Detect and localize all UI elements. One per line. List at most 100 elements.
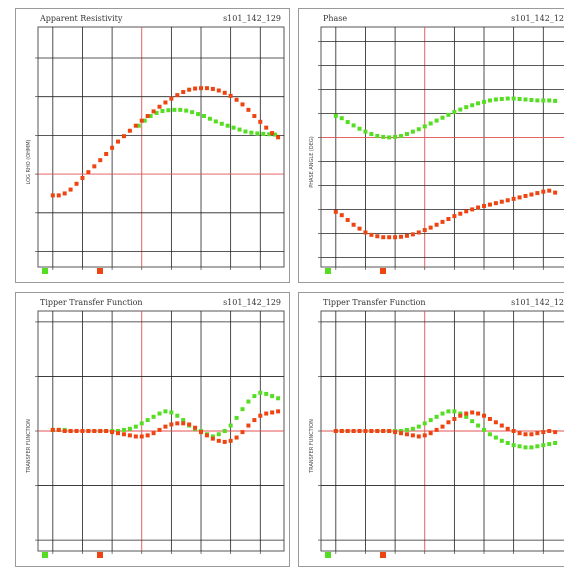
data-point-orange	[86, 170, 91, 175]
data-point-orange	[163, 100, 168, 105]
data-point-green	[231, 125, 236, 130]
data-point-green	[234, 415, 239, 420]
data-point-green	[246, 399, 251, 404]
data-point-orange	[482, 204, 487, 209]
data-point-green	[476, 101, 481, 106]
data-point-green	[541, 443, 546, 448]
legend	[321, 266, 441, 276]
data-point-green	[210, 434, 215, 439]
data-point-orange	[199, 86, 204, 91]
plot-area	[35, 26, 285, 270]
data-point-orange	[446, 217, 451, 221]
data-point-green	[136, 123, 141, 128]
data-point-orange	[399, 234, 404, 239]
data-point-green	[255, 131, 260, 136]
data-point-orange	[523, 193, 528, 198]
data-point-orange	[339, 429, 344, 433]
data-point-orange	[363, 230, 368, 235]
data-point-green	[216, 432, 221, 437]
data-point-green	[264, 391, 269, 396]
phase-panel: Phase s101_142_12 PHASE ANGLE (DEG)	[298, 8, 564, 283]
data-point-orange	[121, 134, 126, 139]
data-point-green	[142, 118, 147, 123]
data-point-orange	[210, 436, 215, 441]
data-point-orange	[92, 429, 97, 433]
data-point-orange	[547, 188, 552, 193]
data-point-green	[237, 127, 242, 132]
data-point-orange	[187, 87, 192, 92]
data-point-orange	[422, 228, 427, 233]
data-point-orange	[193, 86, 198, 91]
data-point-orange	[452, 417, 457, 421]
legend-swatch-imag	[380, 552, 386, 558]
data-point-orange	[547, 429, 552, 433]
data-point-green	[434, 118, 439, 123]
data-point-green	[270, 394, 275, 399]
plot-area	[35, 310, 285, 554]
data-point-orange	[464, 411, 469, 416]
data-point-orange	[56, 193, 61, 198]
data-point-green	[154, 110, 159, 115]
data-point-green	[452, 409, 457, 414]
plot-area	[318, 310, 564, 554]
data-point-orange	[276, 409, 281, 414]
data-point-orange	[163, 424, 168, 429]
data-point-orange	[98, 429, 103, 433]
data-point-orange	[222, 90, 227, 95]
data-point-orange	[357, 429, 362, 433]
data-point-orange	[216, 438, 221, 443]
data-point-green	[139, 421, 144, 426]
data-point-orange	[476, 205, 481, 210]
data-point-orange	[351, 429, 356, 433]
data-point-green	[464, 105, 469, 110]
data-point-green	[225, 123, 230, 128]
data-point-orange	[381, 235, 386, 240]
data-point-green	[523, 445, 528, 450]
data-point-orange	[541, 430, 546, 435]
data-point-green	[416, 424, 421, 429]
data-point-orange	[145, 114, 150, 119]
data-point-green	[547, 442, 552, 447]
panel-title: Apparent Resistivity	[40, 14, 123, 23]
data-point-green	[422, 421, 427, 426]
data-point-green	[175, 413, 180, 418]
data-point-orange	[246, 423, 251, 428]
data-point-orange	[276, 135, 281, 140]
data-point-orange	[357, 226, 362, 231]
data-point-orange	[487, 417, 492, 421]
data-point-green	[482, 427, 487, 432]
data-point-orange	[505, 198, 510, 203]
data-point-orange	[493, 201, 498, 206]
data-point-orange	[121, 432, 126, 437]
legend-swatch-yx	[97, 268, 103, 274]
data-point-green	[351, 123, 356, 128]
data-point-green	[470, 419, 475, 424]
data-point-green	[399, 429, 404, 433]
data-point-orange	[246, 107, 251, 112]
data-point-green	[219, 121, 224, 126]
data-point-green	[493, 435, 498, 440]
data-point-orange	[517, 431, 522, 436]
data-point-green	[145, 418, 150, 423]
data-point-green	[499, 97, 504, 101]
data-point-green	[184, 108, 189, 113]
data-point-green	[499, 438, 504, 443]
station-id-label: s101_142_129	[223, 14, 281, 23]
data-point-orange	[68, 187, 73, 192]
data-point-orange	[369, 429, 374, 433]
data-point-green	[517, 444, 522, 449]
data-point-orange	[92, 164, 97, 169]
data-point-orange	[116, 139, 121, 144]
data-point-orange	[258, 119, 263, 124]
data-point-orange	[151, 109, 156, 114]
data-point-orange	[270, 410, 275, 415]
data-point-green	[190, 110, 195, 115]
plot-frame	[320, 26, 564, 268]
data-point-orange	[470, 410, 475, 415]
plot-frame	[37, 26, 285, 268]
data-point-green	[458, 107, 463, 112]
legend	[38, 550, 158, 560]
legend-swatch-real	[42, 552, 48, 558]
data-point-green	[369, 132, 374, 137]
data-point-green	[464, 414, 469, 419]
